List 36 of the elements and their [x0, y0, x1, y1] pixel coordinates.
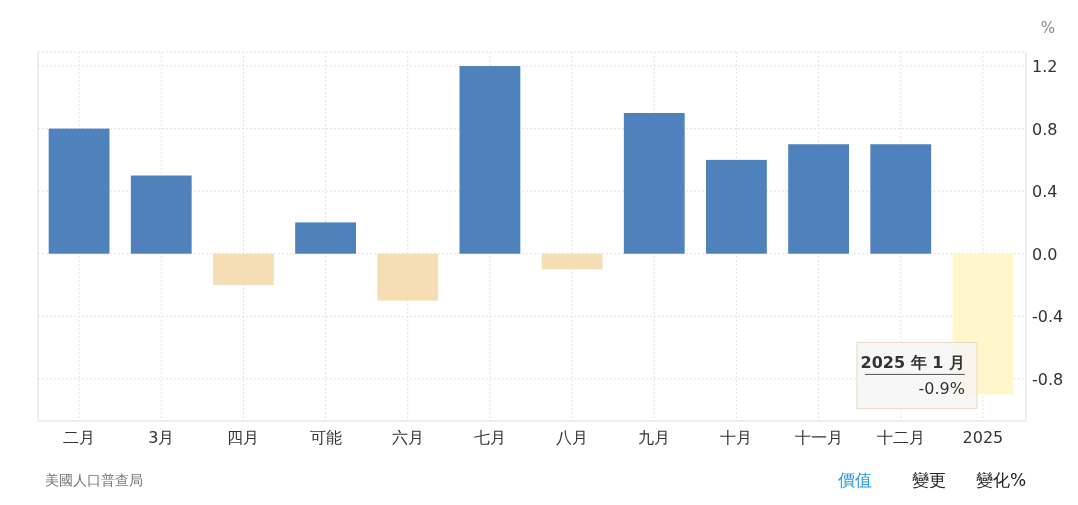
y-tick-label: -0.4	[1032, 307, 1064, 327]
x-tick-label: 七月	[473, 428, 506, 447]
y-tick-label: 0.4	[1032, 182, 1058, 202]
x-tick-label: 二月	[63, 428, 96, 447]
bar	[48, 128, 110, 254]
annotation: 2025 年 1 月	[860, 353, 965, 373]
bar	[788, 144, 849, 254]
x-tick-label: 十二月	[876, 428, 925, 447]
bar	[213, 253, 274, 285]
x-tick-label: 十月	[720, 428, 753, 447]
text: 美國人口普查局	[45, 472, 143, 488]
x-tick-label: 十一月	[794, 428, 843, 447]
x-tick-label: 可能	[309, 428, 342, 447]
y-tick-label: 1.2	[1032, 57, 1058, 77]
bar	[541, 253, 603, 270]
bar	[130, 175, 192, 254]
y-tick-label: 0.8	[1032, 119, 1058, 139]
x-tick-label: 四月	[227, 428, 260, 447]
bar	[377, 253, 439, 301]
y-axis-title: %	[1040, 19, 1055, 37]
y-tick-label: 0.0	[1032, 244, 1058, 264]
x-tick-label: 2025	[962, 428, 1004, 447]
text: 價值	[838, 470, 872, 490]
x-tick-label: 九月	[638, 428, 671, 447]
annotation: -0.9%	[918, 379, 965, 399]
x-tick-label: 八月	[556, 428, 589, 447]
x-tick-label: 3月	[148, 428, 175, 447]
bar	[870, 144, 932, 254]
x-tick-label: 六月	[391, 428, 424, 447]
bar	[706, 159, 767, 254]
bar	[459, 66, 521, 254]
text: 變更	[912, 470, 946, 490]
bar	[295, 222, 356, 254]
y-tick-label: -0.8	[1032, 369, 1064, 389]
text: 變化%	[975, 470, 1027, 490]
bar	[623, 112, 685, 254]
